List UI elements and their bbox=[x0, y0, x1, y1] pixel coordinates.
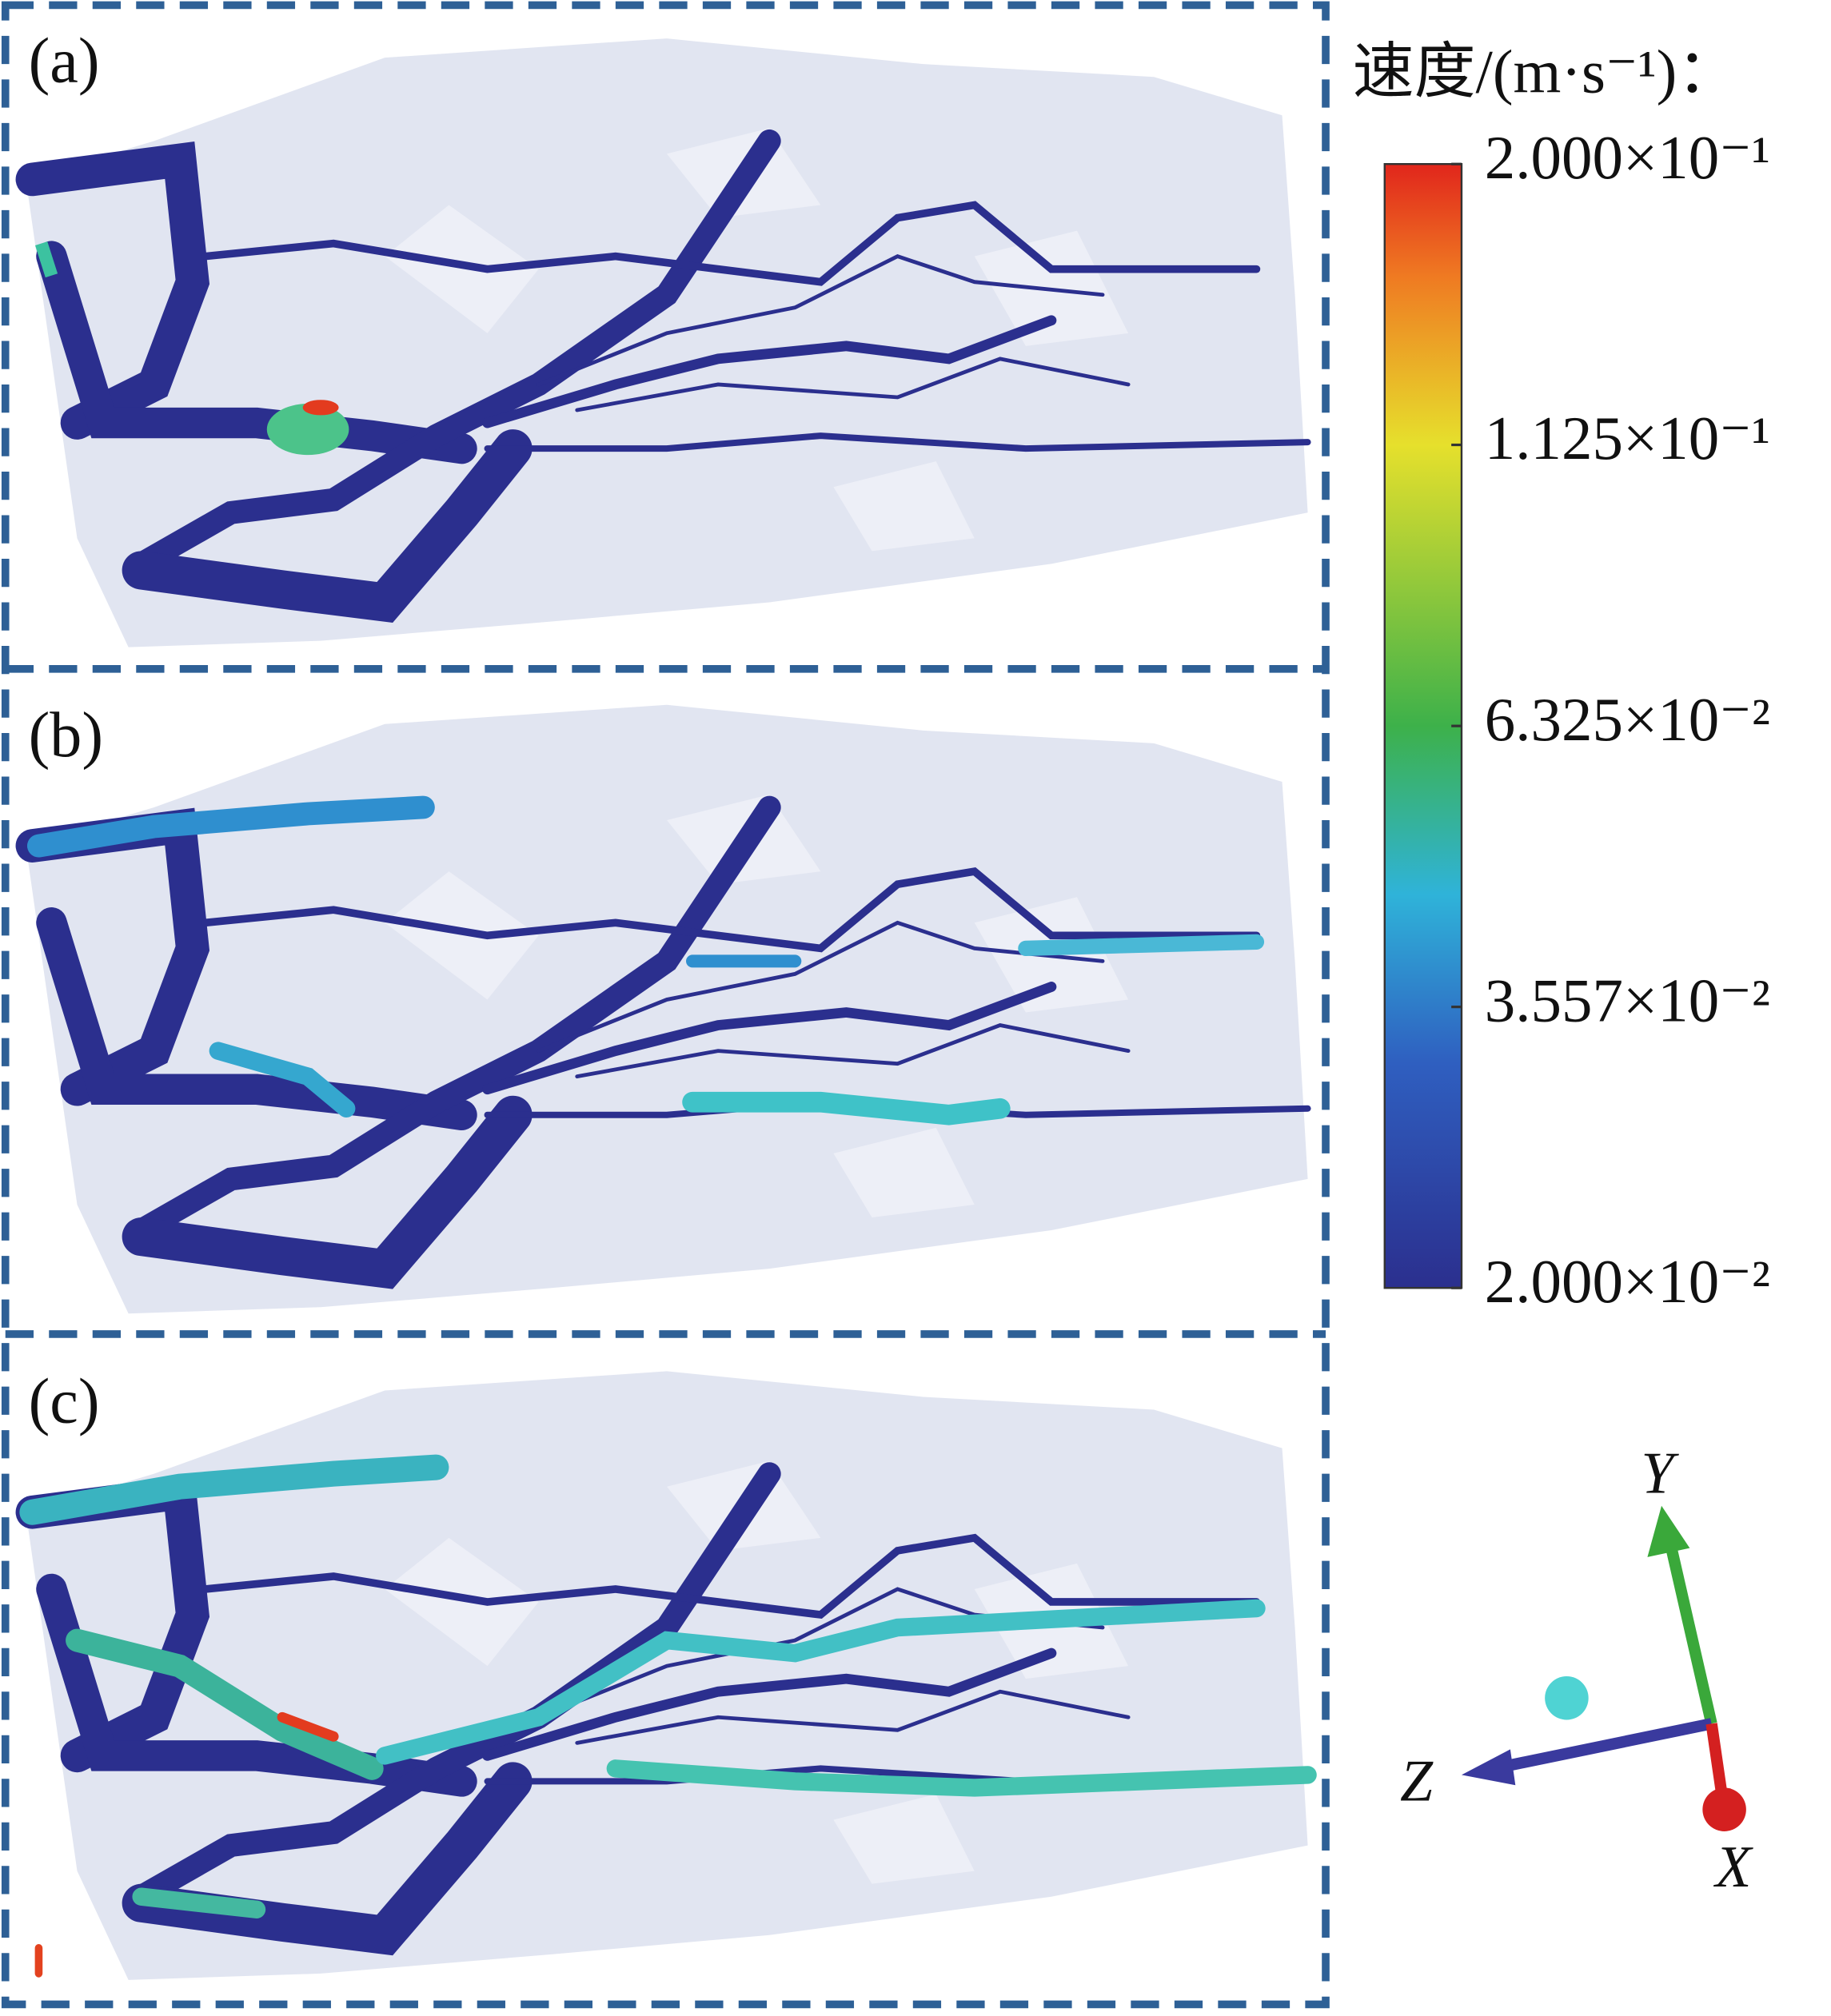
label-backdrop bbox=[10, 26, 129, 103]
panel-label: (b) bbox=[29, 700, 103, 771]
x-axis-letter: X bbox=[1713, 1834, 1753, 1899]
panel-label: (c) bbox=[29, 1367, 100, 1437]
z-arrowhead bbox=[1461, 1749, 1516, 1786]
panel-frame bbox=[1, 1, 1330, 2009]
x-arrow bbox=[1705, 1723, 1728, 1795]
flow-panel-b bbox=[26, 705, 1307, 1314]
velocity-hotspot bbox=[302, 400, 339, 416]
triad-origin-ball bbox=[1545, 1675, 1589, 1720]
z-arrow bbox=[1505, 1718, 1713, 1772]
y-arrow bbox=[1665, 1543, 1717, 1725]
y-arrowhead bbox=[1647, 1505, 1690, 1557]
colorbar-tick-label: 1.125×10⁻¹ bbox=[1485, 404, 1770, 472]
x-ball bbox=[1702, 1787, 1746, 1831]
panel-label: (a) bbox=[29, 26, 100, 97]
colorbar-tick-label: 2.000×10⁻² bbox=[1485, 1247, 1770, 1316]
y-axis-letter: Y bbox=[1641, 1440, 1679, 1506]
flow-panel-a bbox=[26, 38, 1307, 647]
colorbar-title: 速度/(m·s⁻¹)： bbox=[1353, 37, 1739, 106]
velocity-hotspot bbox=[266, 404, 349, 456]
velocity-hotspot bbox=[34, 241, 58, 278]
colorbar-tick-label: 3.557×10⁻² bbox=[1485, 966, 1770, 1034]
colorbar bbox=[1383, 163, 1463, 1289]
axis-triad: Y Z X bbox=[1400, 1440, 1753, 1899]
flow-panel-c bbox=[26, 1371, 1307, 1980]
colorbar-tick-label: 6.325×10⁻² bbox=[1485, 685, 1770, 754]
colorbar-tick-label: 2.000×10⁻¹ bbox=[1485, 123, 1770, 192]
z-axis-letter: Z bbox=[1400, 1747, 1434, 1813]
label-backdrop bbox=[10, 1365, 129, 1442]
label-backdrop bbox=[10, 698, 129, 775]
